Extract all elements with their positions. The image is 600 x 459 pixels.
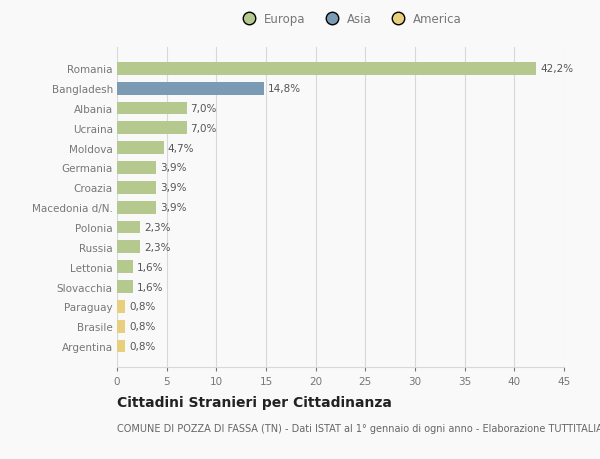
Bar (117, 102, 187, 115)
Bar (117, 300, 125, 313)
Bar (117, 142, 164, 155)
Text: 7,0%: 7,0% (191, 123, 217, 134)
Text: Cittadini Stranieri per Cittadinanza: Cittadini Stranieri per Cittadinanza (117, 395, 392, 409)
Text: 0,8%: 0,8% (129, 321, 155, 331)
Text: 4,7%: 4,7% (167, 143, 194, 153)
Bar (117, 122, 187, 135)
Text: 3,9%: 3,9% (160, 163, 186, 173)
Bar (117, 221, 140, 234)
Bar (117, 280, 133, 293)
Text: 42,2%: 42,2% (540, 64, 573, 74)
Text: 0,8%: 0,8% (129, 341, 155, 351)
Bar (117, 83, 264, 95)
Text: 3,9%: 3,9% (160, 203, 186, 213)
Bar (117, 201, 156, 214)
Bar (117, 320, 125, 333)
Bar (117, 241, 140, 254)
Legend: Europa, Asia, America: Europa, Asia, America (237, 12, 462, 26)
Text: 2,3%: 2,3% (144, 242, 170, 252)
Text: 3,9%: 3,9% (160, 183, 186, 193)
Text: 2,3%: 2,3% (144, 223, 170, 232)
Bar (117, 340, 125, 353)
Text: 1,6%: 1,6% (137, 262, 163, 272)
Bar (117, 261, 133, 274)
Text: 1,6%: 1,6% (137, 282, 163, 292)
Text: 14,8%: 14,8% (268, 84, 301, 94)
Text: 0,8%: 0,8% (129, 302, 155, 312)
Bar (117, 162, 156, 174)
Bar (117, 181, 156, 194)
Text: 7,0%: 7,0% (191, 104, 217, 114)
Bar (117, 63, 536, 76)
Text: COMUNE DI POZZA DI FASSA (TN) - Dati ISTAT al 1° gennaio di ogni anno - Elaboraz: COMUNE DI POZZA DI FASSA (TN) - Dati IST… (117, 424, 600, 433)
